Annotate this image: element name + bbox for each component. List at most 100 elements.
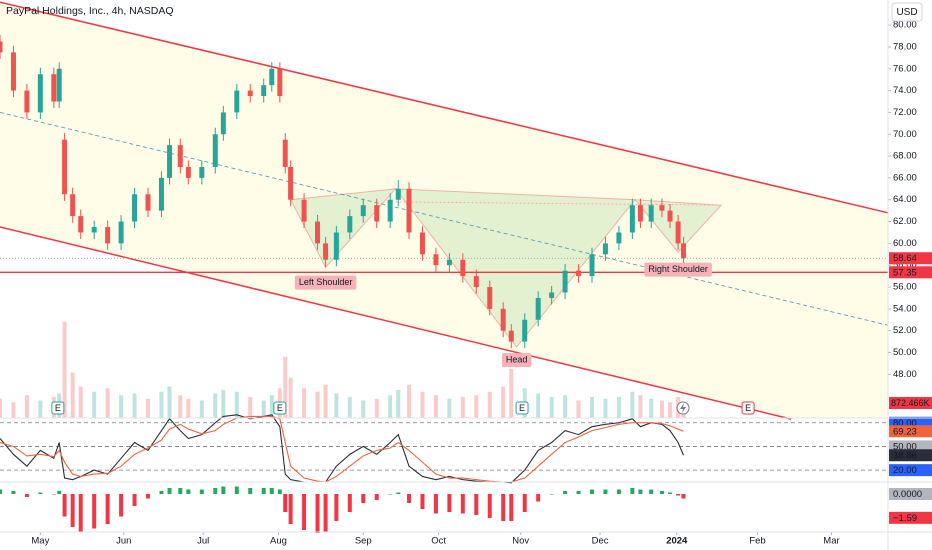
histogram-bar	[474, 494, 479, 515]
histogram-bar	[0, 489, 2, 494]
volume-bar	[536, 393, 541, 418]
volume-bar	[323, 384, 328, 418]
candle-body	[105, 227, 111, 244]
channel-line	[0, 226, 792, 420]
event-marker	[273, 401, 287, 415]
y-tick-label: 64.00	[893, 194, 917, 205]
candle-body	[118, 221, 124, 244]
histogram-bar	[11, 491, 16, 494]
volume-bar	[487, 391, 492, 418]
candle-body	[473, 276, 479, 288]
candle-body	[24, 90, 30, 113]
histogram-bar	[38, 492, 43, 494]
histogram-bar	[576, 491, 581, 494]
candle-body	[0, 41, 3, 53]
candle-body	[387, 199, 393, 222]
replay-icon	[676, 401, 690, 415]
candle-body	[535, 297, 541, 320]
candle-body	[91, 227, 97, 233]
price-badge-label: 0.0000	[893, 489, 922, 500]
volume-bar	[590, 397, 594, 418]
volume-bar	[315, 391, 320, 418]
y-tick-label: 74.00	[893, 85, 917, 96]
channel-fill	[0, 2, 888, 418]
candle-body	[406, 188, 412, 233]
event-label: E	[277, 403, 283, 413]
y-tick-label: 56.00	[893, 282, 917, 293]
volume-badge	[889, 397, 932, 409]
volume-bar	[146, 398, 150, 418]
volume-bar	[361, 400, 366, 418]
histogram-bar	[659, 491, 664, 494]
price-badge	[889, 511, 932, 524]
x-tick-label: Dec	[592, 536, 609, 547]
histogram-bar	[248, 488, 253, 494]
histogram-bar	[590, 489, 594, 494]
volume-bar	[221, 390, 226, 418]
volume-bar	[668, 402, 673, 418]
volume-bar	[549, 397, 554, 418]
histogram-bar	[563, 491, 568, 494]
price-badge-label: 58.64	[893, 253, 917, 264]
currency-label[interactable]: USD	[896, 7, 917, 18]
x-tick-label: Mar	[823, 536, 839, 547]
candle-body	[269, 68, 275, 86]
volume-bar	[62, 321, 67, 418]
volume-bar	[261, 400, 266, 418]
price-badge-label: −1.59	[893, 513, 917, 524]
histogram-bar	[146, 494, 150, 499]
volume-bar	[234, 391, 239, 418]
candle-body	[234, 90, 240, 113]
candle-body	[212, 134, 218, 167]
volume-bar	[649, 398, 654, 418]
volume-bar	[24, 395, 29, 418]
candle-body	[247, 90, 253, 97]
candle-body	[667, 210, 673, 222]
price-badge	[889, 266, 932, 279]
x-tick-label: 2024	[666, 536, 688, 547]
volume-bar	[616, 397, 621, 418]
pattern-fill	[394, 188, 637, 348]
volume-bar	[119, 395, 124, 418]
histogram-bar	[186, 489, 191, 494]
volume-bar	[388, 395, 393, 418]
histogram-bar	[420, 494, 425, 509]
candle-body	[70, 194, 76, 217]
candle-body	[145, 194, 151, 211]
candle-body	[508, 330, 514, 342]
price-badge	[889, 252, 932, 265]
histogram-bar	[487, 494, 492, 518]
histogram-bar	[676, 494, 681, 496]
histogram-bar	[501, 494, 506, 521]
histogram-bar	[347, 494, 352, 512]
candle-body	[333, 232, 339, 260]
histogram-bar	[603, 489, 608, 494]
y-tick-label: 50.00	[893, 347, 917, 358]
histogram-bar	[638, 489, 643, 494]
histogram-bar	[92, 494, 97, 529]
chart-title: PayPal Holdings, Inc., 4h, NASDAQ	[6, 5, 174, 17]
candle-body	[51, 74, 57, 102]
volume-bar	[11, 402, 16, 418]
candle-body	[637, 205, 643, 222]
histogram-bar	[283, 494, 288, 512]
x-tick-label: Feb	[749, 536, 765, 547]
candle-body	[167, 145, 173, 178]
histogram-bar	[315, 494, 320, 533]
candle-body	[549, 292, 555, 298]
price-badge	[889, 464, 932, 477]
currency-button[interactable]	[891, 2, 923, 22]
pattern-label: Left Shoulder	[299, 277, 353, 287]
channel-line	[0, 111, 889, 326]
candle-body	[419, 232, 425, 255]
candle-body	[288, 166, 294, 200]
candle-body	[199, 166, 205, 178]
histogram-bar	[70, 494, 75, 527]
candle-body	[56, 68, 62, 102]
candle-body	[277, 68, 283, 97]
candle-body	[446, 259, 452, 266]
price-badge-label: 57.35	[893, 267, 917, 278]
y-tick-label: 52.00	[893, 325, 917, 336]
volume-bar	[576, 400, 581, 418]
histogram-bar	[361, 494, 366, 503]
